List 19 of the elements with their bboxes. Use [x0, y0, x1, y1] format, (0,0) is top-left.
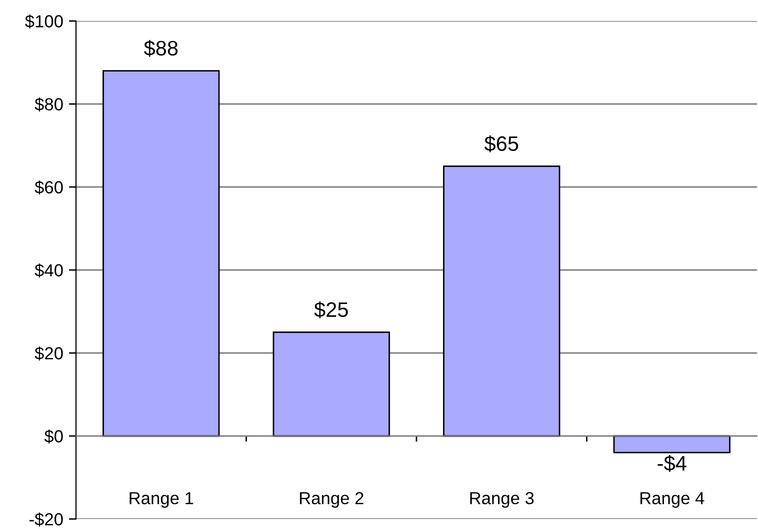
y-tick-label: $80 — [34, 97, 63, 112]
data-label: $25 — [314, 301, 348, 318]
y-tick-label: $40 — [34, 263, 63, 278]
bar — [443, 166, 560, 437]
data-label: -$4 — [658, 455, 686, 472]
x-tick-label: Range 1 — [130, 492, 194, 508]
data-label: $88 — [144, 40, 178, 57]
bar — [272, 332, 390, 437]
x-tick-label: Range 3 — [470, 492, 534, 508]
x-tick-label: Range 2 — [300, 492, 364, 508]
y-tick-label: $0 — [44, 429, 63, 444]
bar — [613, 435, 730, 454]
y-tick-label: $20 — [34, 346, 63, 360]
y-tick-label: -$20 — [30, 512, 63, 526]
y-tick-label: $100 — [25, 14, 63, 28]
y-tick-label: $60 — [34, 180, 63, 194]
bar — [102, 70, 220, 437]
x-tick-label: Range 4 — [640, 492, 704, 508]
data-label: $65 — [484, 135, 518, 152]
